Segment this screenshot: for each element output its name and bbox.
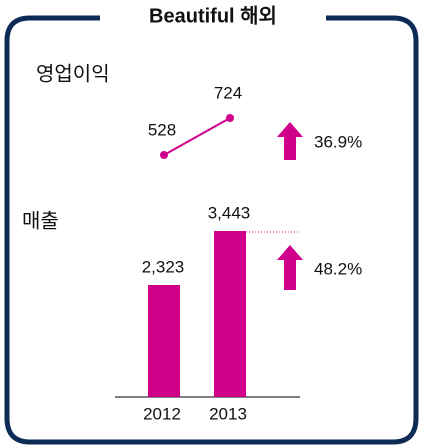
line — [163, 117, 231, 156]
bar — [148, 284, 180, 397]
x-tick-label: 2013 — [209, 404, 247, 423]
chart-title: 영업이익 — [36, 62, 110, 85]
bar — [214, 231, 246, 397]
point — [160, 151, 168, 159]
value-label: 724 — [214, 83, 242, 102]
annotation: 48.2% — [314, 259, 362, 278]
point — [226, 114, 234, 122]
growth-arrow — [277, 122, 303, 160]
value-label: 528 — [148, 120, 176, 139]
value-label: 3,443 — [208, 203, 251, 222]
x-tick-label: 2012 — [143, 404, 181, 423]
chart-title: 매출 — [22, 209, 59, 232]
growth-arrow — [277, 245, 303, 290]
value-label: 2,323 — [142, 257, 185, 276]
annotation: 36.9% — [314, 132, 362, 151]
page-title: Beautiful 해외 — [149, 4, 277, 27]
frame — [4, 15, 419, 445]
